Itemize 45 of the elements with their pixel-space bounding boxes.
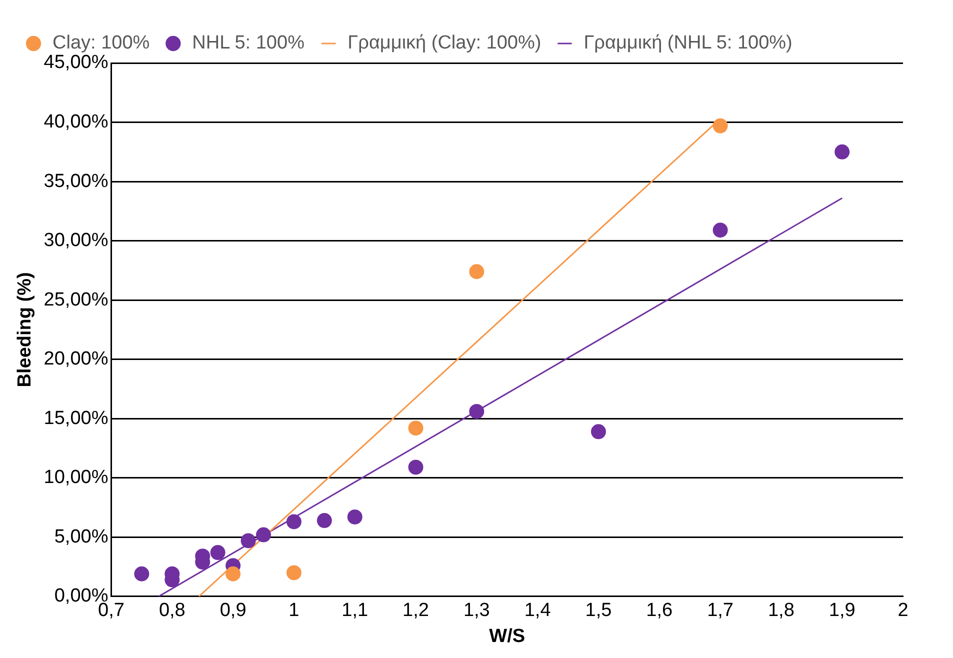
x-tick-label: 1,2 — [402, 600, 429, 622]
x-tick-label: 1,3 — [463, 600, 490, 622]
x-tick-label: 1 — [288, 600, 300, 622]
point — [286, 514, 302, 530]
y-tick-label: 25,00% — [44, 289, 108, 310]
x-tick-label: 1,9 — [828, 600, 856, 622]
x-tick-label: 2 — [898, 600, 908, 622]
y-tick-label: 30,00% — [44, 230, 108, 252]
x-axis-title: W/S — [489, 626, 526, 647]
legend-label: NHL 5: 100% — [192, 32, 305, 54]
y-tick-label: 35,00% — [44, 170, 108, 192]
point — [834, 144, 850, 160]
x-tick-label: 1,7 — [707, 600, 734, 622]
point — [590, 424, 606, 440]
y-tick-label: 40,00% — [44, 112, 108, 132]
point — [347, 509, 362, 524]
point — [134, 566, 150, 582]
point — [226, 566, 241, 582]
x-tick-label: 1,5 — [585, 600, 612, 622]
x-tick-label: 0,9 — [220, 600, 246, 622]
x-tick-label: 1,8 — [768, 600, 794, 622]
point — [286, 565, 302, 580]
point — [256, 527, 271, 542]
legend-label: Γραμμική (Clay: 100%) — [348, 32, 542, 54]
point — [210, 545, 226, 560]
y-tick-label: 15,00% — [44, 408, 108, 429]
point — [408, 460, 424, 475]
legend-label: Γραμμική (NHL 5: 100%) — [584, 32, 792, 54]
point — [316, 513, 332, 528]
point — [712, 222, 728, 238]
y-axis-title: Bleeding (%) — [14, 272, 36, 388]
point — [469, 264, 484, 280]
x-tick-label: 1,1 — [342, 600, 368, 622]
x-tick-label: 1,6 — [646, 600, 673, 622]
point — [408, 420, 424, 436]
y-tick-label: 10,00% — [44, 467, 108, 488]
y-tick-label: 5,00% — [54, 526, 108, 548]
x-tick-label: 0,8 — [158, 600, 186, 622]
y-tick-label: 20,00% — [44, 348, 108, 370]
y-tick-label: 45,00% — [44, 52, 108, 74]
point — [240, 533, 256, 548]
legend-label: Clay: 100% — [52, 32, 150, 54]
point — [469, 404, 484, 419]
point — [712, 118, 728, 134]
x-tick-label: 1,4 — [524, 600, 552, 622]
